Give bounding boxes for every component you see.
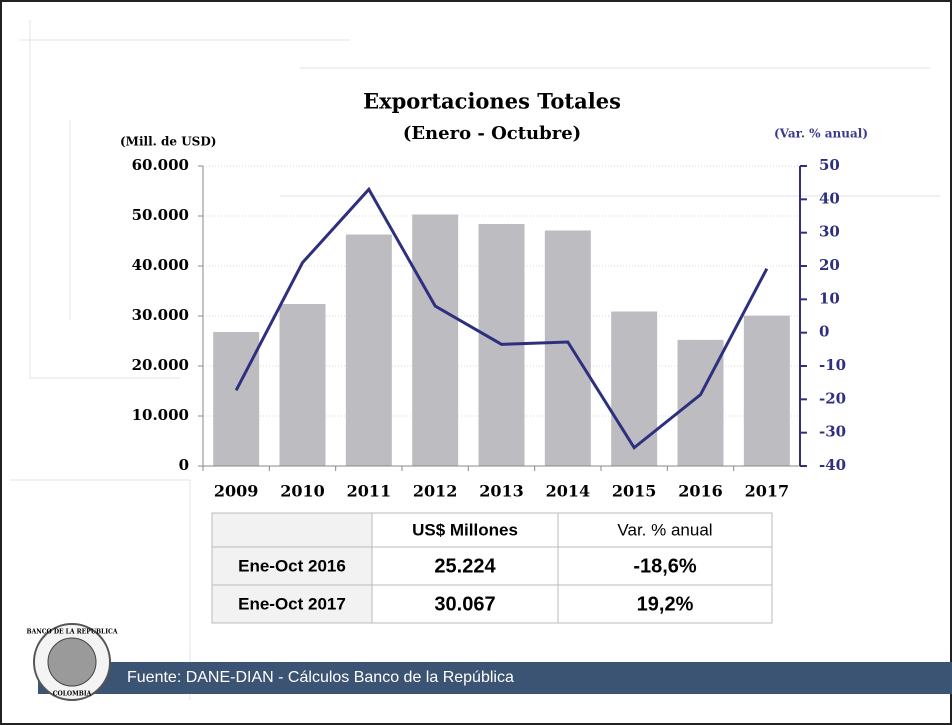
table-cell: [557, 512, 773, 548]
x-tick-label: 2011: [347, 482, 392, 501]
logo-text: COLOMBIA: [53, 691, 92, 698]
table-cell: [557, 546, 773, 586]
table-cell: [211, 584, 373, 624]
y-tick-label: 20.000: [132, 356, 189, 374]
x-tick-label: 2012: [413, 482, 458, 501]
y-tick-label: 40.000: [132, 256, 189, 274]
table-cell: [371, 584, 559, 624]
line: [234, 186, 769, 450]
y2-tick-label: -10: [819, 356, 846, 374]
table-cell-text: 25.224: [434, 555, 496, 577]
y-tick-label: 30.000: [132, 306, 189, 324]
logo-text: BANCO DE LA REPUBLICA: [27, 629, 118, 636]
table-cell: [211, 512, 373, 548]
logo-center: [47, 637, 97, 687]
table-cell-text: -18,6%: [633, 555, 697, 577]
y2-tick-label: 20: [819, 256, 840, 274]
decoration: [10, 20, 940, 700]
bar: [213, 332, 260, 466]
chart-title: Exportaciones Totales: [363, 89, 621, 114]
bar: [743, 315, 790, 466]
y-tick-label: 10.000: [132, 406, 189, 424]
bar: [345, 234, 392, 466]
bar: [544, 230, 591, 466]
table-cell: [211, 546, 373, 586]
y2-tick-label: 40: [819, 189, 840, 207]
x-tick-label: 2017: [745, 482, 790, 501]
y-tick-label: 50.000: [132, 206, 189, 224]
bar: [279, 304, 326, 466]
table-row-label: Ene-Oct 2017: [238, 594, 346, 613]
table-cell-text: 19,2%: [637, 593, 694, 615]
x-tick-label: 2010: [280, 482, 325, 501]
logo: BANCO DE LA REPUBLICA COLOMBIA: [27, 623, 118, 701]
table-header: US$ Millones: [412, 520, 518, 539]
bar: [677, 339, 724, 466]
table: US$ Millones Var. % anual Ene-Oct 2016 2…: [211, 512, 773, 624]
table-cell-text: 30.067: [434, 593, 495, 615]
footer-text: Fuente: DANE-DIAN - Cálculos Banco de la…: [127, 669, 514, 686]
bar: [412, 214, 459, 466]
y2-tick-label: -30: [819, 423, 846, 441]
y-tick-label: 60.000: [132, 156, 189, 174]
y-axis-label: (Mill. de USD): [120, 135, 216, 149]
table-row-label: Ene-Oct 2016: [238, 556, 346, 575]
y2-axis-label: (Var. % anual): [774, 127, 868, 141]
x-tick-label: 2013: [479, 482, 524, 501]
x-tick-label: 2016: [678, 482, 723, 501]
footer-band: [38, 662, 952, 694]
x-tick-label: 2015: [612, 482, 657, 501]
table-cell: [557, 584, 773, 624]
y2-tick-label: 50: [819, 156, 840, 174]
table-header: Var. % anual: [617, 520, 712, 539]
table-cell: [371, 512, 559, 548]
y-tick-label: 0: [179, 456, 189, 474]
chart-subtitle: (Enero - Octubre): [403, 123, 581, 144]
x-tick-label: 2009: [214, 482, 259, 501]
y2-tick-label: -40: [819, 456, 846, 474]
y2-tick-label: 0: [819, 323, 829, 341]
y2-tick-label: 10: [819, 289, 840, 307]
bar: [611, 311, 658, 466]
x-tick-label: 2014: [546, 482, 591, 501]
y2-tick-label: -20: [819, 389, 846, 407]
y2-tick-label: 30: [819, 223, 840, 241]
